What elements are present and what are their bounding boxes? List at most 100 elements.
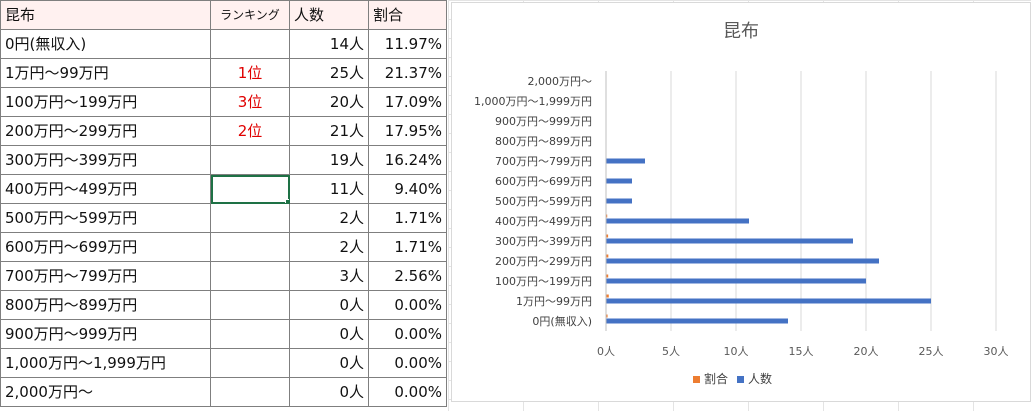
table-cell[interactable]: 20人 <box>289 87 369 117</box>
table-cell[interactable]: 0人 <box>289 290 369 320</box>
bar-count <box>606 298 931 304</box>
y-category-label: 500万円～599万円 <box>495 195 592 208</box>
table-cell[interactable]: 0.00% <box>368 348 447 378</box>
table-cell[interactable] <box>210 29 290 59</box>
table-cell[interactable]: 0.00% <box>368 319 447 349</box>
table-cell[interactable]: 500万円～599万円 <box>0 203 211 233</box>
table-cell[interactable]: 0人 <box>289 348 369 378</box>
table-cell[interactable]: 17.09% <box>368 87 447 117</box>
table-cell[interactable]: 900万円～999万円 <box>0 319 211 349</box>
table-row: 1万円～99万円 1位 25人 21.37% <box>0 58 447 88</box>
table-cell[interactable]: 9.40% <box>368 174 447 204</box>
y-category-label: 100万円～199万円 <box>495 275 592 288</box>
table-cell[interactable]: 100万円～199万円 <box>0 87 211 117</box>
table-cell[interactable]: 0.00% <box>368 290 447 320</box>
table-cell[interactable]: 3人 <box>289 261 369 291</box>
y-category-label: 800万円～899万円 <box>495 135 592 148</box>
table-cell[interactable]: 0人 <box>289 377 369 407</box>
table-cell[interactable]: 400万円～499万円 <box>0 174 211 204</box>
bar-count <box>606 198 632 204</box>
table-cell[interactable]: 2位 <box>210 116 290 146</box>
table-row: 100万円～199万円 3位 20人 17.09% <box>0 87 447 117</box>
table-row: 900万円～999万円 0人 0.00% <box>0 319 447 349</box>
chart-title: 昆布 <box>723 21 759 42</box>
table-cell[interactable]: 1.71% <box>368 203 447 233</box>
header-cell[interactable]: 割合 <box>368 0 447 30</box>
table-cell[interactable]: 3位 <box>210 87 290 117</box>
table-cell[interactable]: 1万円～99万円 <box>0 58 211 88</box>
y-category-label: 300万円～399万円 <box>495 235 592 248</box>
table-cell[interactable]: 21人 <box>289 116 369 146</box>
table-cell[interactable]: 300万円～399万円 <box>0 145 211 175</box>
header-cell[interactable]: 人数 <box>289 0 369 30</box>
table-cell[interactable]: 0人 <box>289 319 369 349</box>
table-cell[interactable]: 1,000万円～1,999万円 <box>0 348 211 378</box>
table-cell[interactable]: 14人 <box>289 29 369 59</box>
table-row: 0円(無収入) 14人 11.97% <box>0 29 447 59</box>
x-tick-label: 15人 <box>789 345 814 358</box>
header-cell[interactable]: 昆布 <box>0 0 211 30</box>
table-cell[interactable] <box>210 261 290 291</box>
bar-pct <box>606 294 609 298</box>
table-cell[interactable] <box>210 203 290 233</box>
table-cell[interactable]: 200万円～299万円 <box>0 116 211 146</box>
table-cell[interactable]: 16.24% <box>368 145 447 175</box>
table-row: 300万円～399万円 19人 16.24% <box>0 145 447 175</box>
table-cell[interactable] <box>210 145 290 175</box>
table-row: 500万円～599万円 2人 1.71% <box>0 203 447 233</box>
table-row: 400万円～499万円 11人 9.40% <box>0 174 447 204</box>
bar-pct <box>606 274 609 278</box>
header-cell[interactable]: ランキング <box>210 0 290 30</box>
bar-pct <box>606 234 609 238</box>
table-cell[interactable]: 19人 <box>289 145 369 175</box>
table-cell[interactable]: 25人 <box>289 58 369 88</box>
table-row: 1,000万円～1,999万円 0人 0.00% <box>0 348 447 378</box>
table-cell[interactable]: 2人 <box>289 203 369 233</box>
bar-pct <box>606 254 609 258</box>
table-cell[interactable] <box>210 377 290 407</box>
spreadsheet-table: 昆布 ランキング 人数 割合 0円(無収入) 14人 11.97% 1万円～99万円 1位 25人… <box>0 0 448 411</box>
table-cell[interactable]: 2,000万円～ <box>0 377 211 407</box>
table-cell[interactable]: 2人 <box>289 232 369 262</box>
table-cell[interactable] <box>210 348 290 378</box>
x-tick-label: 5人 <box>662 345 680 358</box>
table-cell[interactable]: 600万円～699万円 <box>0 232 211 262</box>
table-cell[interactable] <box>210 290 290 320</box>
y-category-label: 600万円～699万円 <box>495 175 592 188</box>
y-category-label: 1,000万円～1,999万円 <box>474 95 592 108</box>
x-tick-label: 10人 <box>724 345 749 358</box>
bar-count <box>606 278 866 284</box>
x-tick-label: 25人 <box>919 345 944 358</box>
table-cell[interactable]: 11.97% <box>368 29 447 59</box>
table-cell[interactable]: 17.95% <box>368 116 447 146</box>
table-row: 200万円～299万円 2位 21人 17.95% <box>0 116 447 146</box>
x-tick-label: 0人 <box>597 345 615 358</box>
selected-cell[interactable] <box>210 174 290 204</box>
bar-count <box>606 218 749 224</box>
table-cell[interactable] <box>210 319 290 349</box>
bar-count <box>606 158 645 164</box>
table-cell[interactable]: 0円(無収入) <box>0 29 211 59</box>
table-cell[interactable]: 0.00% <box>368 377 447 407</box>
y-category-label: 400万円～499万円 <box>495 215 592 228</box>
table-cell[interactable]: 1位 <box>210 58 290 88</box>
table-cell[interactable]: 700万円～799万円 <box>0 261 211 291</box>
table-cell[interactable]: 21.37% <box>368 58 447 88</box>
table-cell[interactable]: 1.71% <box>368 232 447 262</box>
table-cell[interactable]: 2.56% <box>368 261 447 291</box>
table-row: 700万円～799万円 3人 2.56% <box>0 261 447 291</box>
y-category-label: 700万円～799万円 <box>495 155 592 168</box>
legend-label-count: 人数 <box>748 371 772 386</box>
bar-chart: 昆布 0人 5人 10人 15人 20人 25人 30人 0円(無収入) 1万円～99万円 100万… <box>474 21 1008 386</box>
chart-area[interactable]: 昆布 0人 5人 10人 15人 20人 25人 30人 0円(無収入) 1万円～99万円 100万… <box>451 2 1031 402</box>
table-cell[interactable]: 800万円～899万円 <box>0 290 211 320</box>
bar-count <box>606 238 853 244</box>
table-cell[interactable] <box>210 232 290 262</box>
y-category-label: 0円(無収入) <box>532 314 592 328</box>
bar-count <box>606 178 632 184</box>
table-row: 2,000万円～ 0人 0.00% <box>0 377 447 407</box>
bar-pct <box>606 214 608 218</box>
table-cell[interactable]: 11人 <box>289 174 369 204</box>
header-row: 昆布 ランキング 人数 割合 <box>0 0 447 30</box>
legend-swatch-pct <box>693 376 700 383</box>
